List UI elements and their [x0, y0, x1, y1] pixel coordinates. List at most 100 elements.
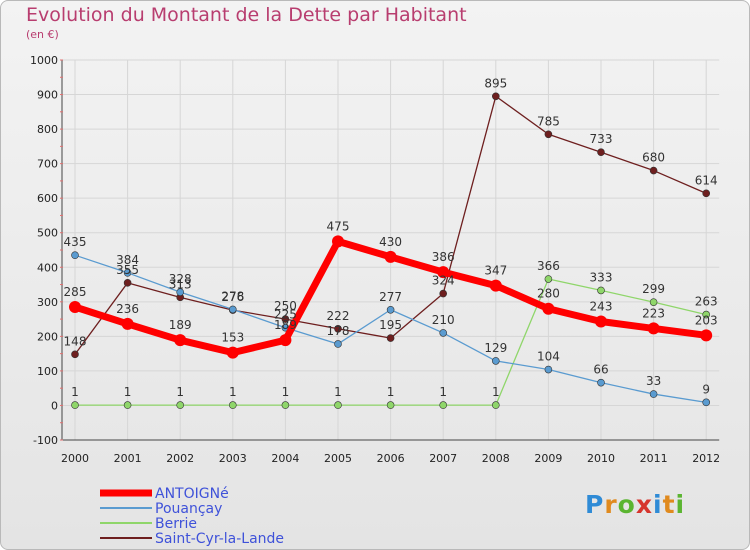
data-point	[542, 302, 555, 315]
data-label: 225	[274, 308, 297, 322]
data-point	[123, 268, 132, 277]
x-tick-label: 2002	[166, 452, 194, 465]
data-point	[176, 288, 184, 296]
data-label: 129	[484, 341, 507, 355]
data-label: 66	[593, 363, 608, 377]
data-label: 1	[176, 385, 184, 399]
data-label: 435	[64, 235, 87, 249]
x-tick-label: 2009	[534, 452, 562, 465]
data-label: 895	[484, 76, 507, 90]
data-point	[649, 166, 658, 175]
data-label: 386	[432, 250, 455, 264]
data-point	[439, 289, 448, 298]
x-tick-label: 2012	[692, 452, 720, 465]
data-label: 148	[64, 334, 87, 348]
x-tick-label: 2003	[219, 452, 247, 465]
data-label: 278	[221, 289, 244, 303]
data-label: 203	[695, 313, 718, 327]
data-point	[595, 315, 607, 328]
data-point	[332, 235, 344, 248]
data-label: 285	[64, 285, 87, 299]
x-tick-label: 2004	[271, 452, 299, 465]
data-label: 313	[169, 277, 192, 291]
chart-subtitle: (en €)	[26, 28, 59, 41]
data-point	[597, 286, 605, 295]
data-label: 299	[642, 282, 665, 296]
data-point	[544, 130, 553, 139]
x-tick-label: 2000	[61, 452, 89, 465]
data-label: 276	[221, 290, 244, 304]
proxiti-logo: Proxiti	[585, 490, 686, 519]
y-tick-label: 0	[51, 399, 58, 412]
x-tick-label: 2006	[377, 452, 405, 465]
data-label: 178	[327, 324, 350, 338]
data-point	[334, 401, 342, 409]
data-label: 366	[537, 259, 560, 273]
data-point	[544, 365, 553, 374]
data-point	[702, 398, 711, 407]
data-point	[71, 401, 79, 409]
data-point	[69, 301, 81, 313]
data-label: 9	[702, 382, 710, 396]
data-point	[700, 329, 713, 342]
grid-layer	[62, 59, 720, 441]
data-label: 355	[116, 263, 139, 277]
data-label: 189	[274, 318, 297, 332]
data-point	[439, 401, 448, 409]
data-point	[386, 401, 395, 409]
x-tick-label: 2011	[640, 452, 668, 465]
y-tick-label: 500	[37, 227, 58, 240]
data-point	[702, 189, 711, 198]
data-point	[123, 279, 132, 287]
data-label: 1	[124, 385, 132, 399]
y-tick-label: 400	[37, 261, 58, 274]
data-label: 384	[116, 253, 139, 267]
data-point	[597, 378, 605, 387]
data-label: 614	[695, 173, 718, 187]
data-point	[384, 250, 397, 263]
data-label: 1	[71, 385, 79, 399]
y-tick-label: 200	[37, 330, 58, 343]
data-point	[121, 317, 134, 330]
y-tick-label: 1000	[30, 54, 58, 67]
data-label: 347	[484, 264, 507, 278]
data-label: 222	[327, 309, 350, 323]
data-point	[489, 279, 502, 292]
data-label: 1	[492, 385, 500, 399]
data-label: 328	[169, 272, 192, 286]
data-label: 195	[379, 318, 402, 332]
data-point	[123, 401, 132, 409]
data-label: 430	[379, 235, 402, 249]
x-tick-label: 2008	[482, 452, 510, 465]
data-label: 680	[642, 151, 665, 165]
data-label: 223	[642, 306, 665, 320]
data-point	[544, 275, 553, 283]
data-point	[647, 322, 660, 335]
data-label: 33	[646, 374, 661, 388]
data-point	[437, 266, 450, 279]
data-label: 210	[432, 313, 455, 327]
legend-label: Pouançay	[155, 501, 222, 517]
x-tick-label: 2010	[587, 452, 615, 465]
data-label: 733	[590, 132, 613, 146]
data-point	[597, 148, 605, 157]
data-label: 475	[327, 219, 350, 233]
data-label: 785	[537, 114, 560, 128]
y-tick-label: -100	[33, 434, 58, 447]
data-point	[491, 401, 500, 409]
data-label: 277	[379, 290, 402, 304]
axis-layer: -100 0 100 200 300 400 500 600 700 800 900 1000 2000…	[30, 54, 720, 465]
data-point	[491, 357, 500, 365]
data-point	[334, 340, 342, 348]
x-tick-label: 2005	[324, 452, 352, 465]
data-label: 250	[274, 299, 297, 313]
data-point	[491, 92, 500, 101]
data-label: 1	[439, 385, 447, 399]
data-label: 104	[537, 350, 560, 364]
data-point	[71, 350, 79, 359]
data-point	[229, 401, 237, 409]
y-tick-label: 300	[37, 296, 58, 309]
data-label: 236	[116, 302, 139, 316]
data-point	[386, 305, 395, 314]
